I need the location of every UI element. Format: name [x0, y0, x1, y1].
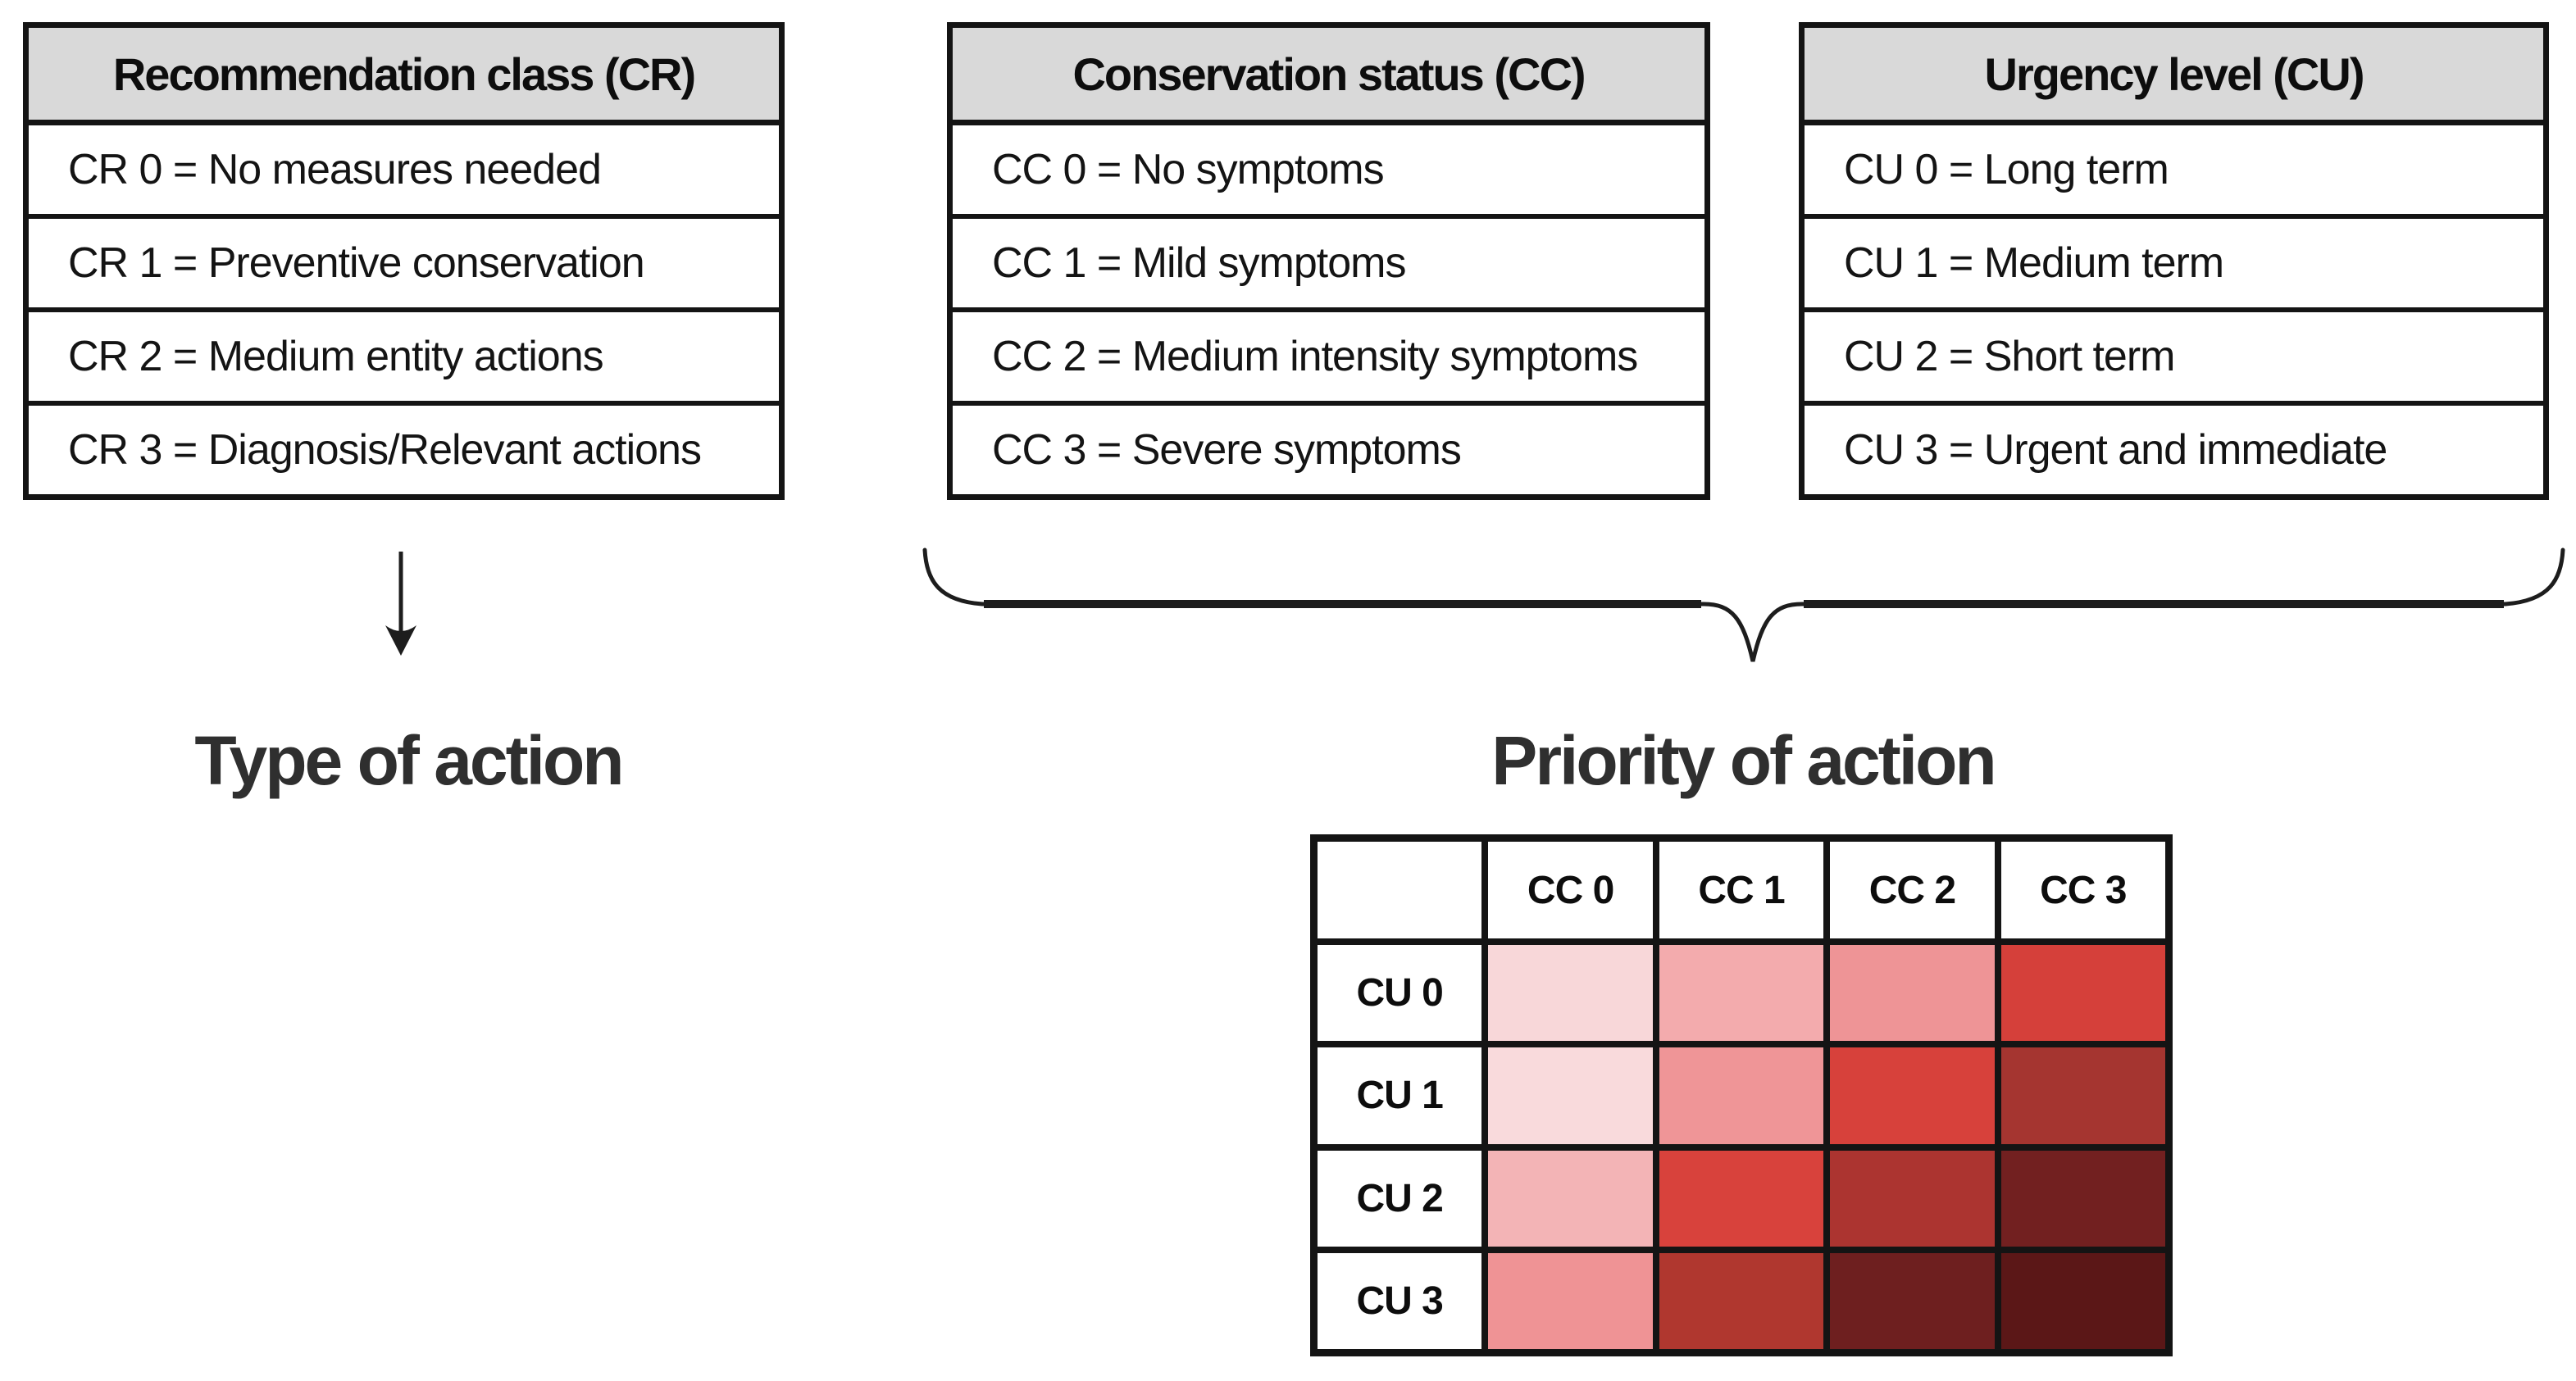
- legend-row: CU 1 = Medium term: [1805, 219, 2543, 312]
- legend-row: CU 3 = Urgent and immediate: [1844, 426, 2387, 474]
- matrix-cell: [1659, 1252, 1824, 1349]
- matrix-row-header: CU 2: [1318, 1150, 1482, 1247]
- legend-row: CU 0 = Long term: [1805, 125, 2543, 219]
- legend-row: CC 1 = Mild symptoms: [953, 219, 1704, 312]
- matrix-cell: [2000, 1252, 2165, 1349]
- legend-table-recommendation-class: Recommendation class (CR) CR 0 = No meas…: [23, 22, 785, 500]
- legend-row: CC 0 = No symptoms: [953, 125, 1704, 219]
- matrix-col-header: CC 0: [1488, 842, 1653, 938]
- matrix-col-header: CC 1: [1659, 842, 1824, 938]
- legend-table-conservation-status: Conservation status (CC) CC 0 = No sympt…: [947, 22, 1710, 500]
- matrix-cell: [1659, 945, 1824, 1042]
- matrix-col-header: CC 2: [1830, 842, 1995, 938]
- legend-table-title: Urgency level (CU): [1805, 28, 2543, 125]
- legend-row: CC 3 = Severe symptoms: [992, 426, 1462, 474]
- matrix-cell: [2000, 1150, 2165, 1247]
- matrix-cell: [1659, 1047, 1824, 1144]
- legend-table-urgency-level: Urgency level (CU) CU 0 = Long term CU 1…: [1799, 22, 2549, 500]
- legend-row: CR 2 = Medium entity actions: [29, 312, 779, 406]
- matrix-cell: [1830, 1252, 1995, 1349]
- down-arrow-icon: [385, 552, 416, 656]
- matrix-cell: [2000, 1047, 2165, 1144]
- priority-matrix: CC 0 CC 1 CC 2 CC 3 CU 0 CU 1 CU 2 CU 3: [1310, 834, 2173, 1356]
- matrix-cell: [1488, 1047, 1653, 1144]
- legend-row: CU 2 = Short term: [1805, 312, 2543, 406]
- matrix-cell: [1830, 1150, 1995, 1247]
- legend-row: CC 2 = Medium intensity symptoms: [953, 312, 1704, 406]
- matrix-cell: [1830, 1047, 1995, 1144]
- legend-row: CR 3 = Diagnosis/Relevant actions: [68, 426, 702, 474]
- priority-of-action-heading: Priority of action: [1491, 722, 1996, 799]
- legend-row: CR 0 = No measures needed: [29, 125, 779, 219]
- matrix-col-header: CC 3: [2000, 842, 2165, 938]
- matrix-cell: [1488, 1150, 1653, 1247]
- matrix-cell: [1830, 945, 1995, 1042]
- curly-brace-icon: [922, 547, 2565, 662]
- matrix-cell: [2000, 945, 2165, 1042]
- matrix-row-header: CU 0: [1318, 945, 1482, 1042]
- type-of-action-heading: Type of action: [194, 722, 624, 799]
- matrix-corner-cell: [1318, 842, 1482, 938]
- legend-row: CR 1 = Preventive conservation: [29, 219, 779, 312]
- legend-table-title: Conservation status (CC): [953, 28, 1704, 125]
- matrix-row-header: CU 3: [1318, 1252, 1482, 1349]
- matrix-cell: [1488, 945, 1653, 1042]
- matrix-cell: [1488, 1252, 1653, 1349]
- matrix-row-header: CU 1: [1318, 1047, 1482, 1144]
- matrix-cell: [1659, 1150, 1824, 1247]
- legend-table-title: Recommendation class (CR): [29, 28, 779, 125]
